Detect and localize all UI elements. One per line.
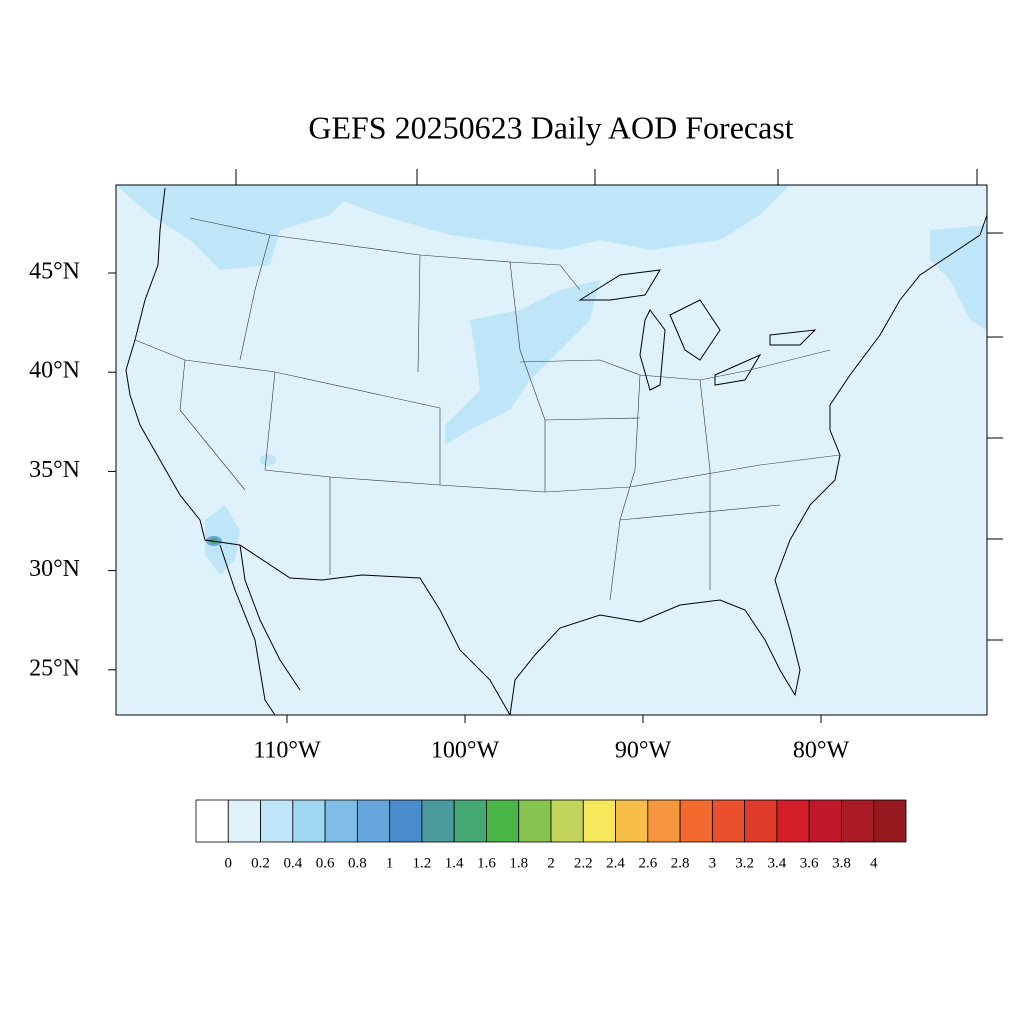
colorbar-label: 1.2 xyxy=(413,855,432,871)
great-lakes xyxy=(578,269,817,391)
colorbar-label: 2.6 xyxy=(638,855,657,871)
colorbar-box xyxy=(582,799,616,843)
lon-label: 100°W xyxy=(431,738,500,764)
colorbar-box xyxy=(647,799,681,843)
colorbar-label: 0.4 xyxy=(283,855,302,871)
colorbar-box xyxy=(550,799,584,843)
colorbar-box xyxy=(453,799,487,843)
colorbar-label: 1.8 xyxy=(509,855,528,871)
colorbar: 0 0.2 0.4 0.6 0.8 1 1.2 1.4 1.6 1.8 2 2.2 2.4 2.6 2.8 3… xyxy=(195,799,907,871)
colorbar-label: 1 xyxy=(386,855,394,871)
colorbar-box xyxy=(841,799,875,843)
colorbar-label: 0.8 xyxy=(348,855,367,871)
colorbar-box xyxy=(808,799,842,843)
colorbar-box xyxy=(744,799,778,843)
colorbar-label: 0.2 xyxy=(251,855,270,871)
colorbar-box xyxy=(679,799,713,843)
colorbar-label: 1.6 xyxy=(477,855,496,871)
colorbar-label: 2.8 xyxy=(671,855,690,871)
lon-label: 80°W xyxy=(793,738,850,764)
colorbar-box xyxy=(260,799,294,843)
lat-label: 35°N xyxy=(29,457,80,483)
lat-label: 45°N xyxy=(29,259,80,285)
lon-label: 90°W xyxy=(615,738,672,764)
colorbar-box xyxy=(195,799,229,843)
axes: 45°N 40°N 35°N 30°N 25°N 110°W 100°W 90°W 80°W xyxy=(29,169,1003,764)
colorbar-label: 3.2 xyxy=(735,855,754,871)
colorbar-box xyxy=(421,799,455,843)
colorbar-label: 4 xyxy=(870,855,878,871)
colorbar-box xyxy=(356,799,391,843)
title: GEFS 20250623 Daily AOD Forecast xyxy=(308,109,793,145)
colorbar-label: 3.4 xyxy=(768,855,787,871)
colorbar-label: 3.6 xyxy=(800,855,819,871)
lat-label: 25°N xyxy=(29,655,80,681)
lat-label: 30°N xyxy=(29,556,80,582)
colorbar-box xyxy=(292,799,326,843)
borders xyxy=(134,217,841,601)
colorbar-box xyxy=(711,799,746,843)
map-background xyxy=(116,185,987,715)
colorbar-label: 1.4 xyxy=(445,855,464,871)
colorbar-label: 2.4 xyxy=(606,855,625,871)
lat-label: 40°N xyxy=(29,358,80,384)
colorbar-box xyxy=(615,799,649,843)
map-frame xyxy=(115,184,988,716)
map xyxy=(115,184,988,716)
lon-label: 110°W xyxy=(253,738,321,764)
colorbar-box xyxy=(389,799,423,843)
colorbar-label: 0 xyxy=(225,855,233,871)
coastline xyxy=(125,187,988,716)
colorbar-label: 3 xyxy=(709,855,717,871)
colorbar-box xyxy=(776,799,810,843)
colorbar-label: 2.2 xyxy=(574,855,593,871)
colorbar-box xyxy=(873,799,907,843)
colorbar-box xyxy=(518,799,552,843)
aod-plumes xyxy=(116,185,987,575)
colorbar-label: 0.6 xyxy=(316,855,335,871)
colorbar-box xyxy=(324,799,358,843)
colorbar-label: 3.8 xyxy=(832,855,851,871)
colorbar-box xyxy=(227,799,261,843)
colorbar-box xyxy=(486,799,520,843)
colorbar-label: 2 xyxy=(547,855,555,871)
